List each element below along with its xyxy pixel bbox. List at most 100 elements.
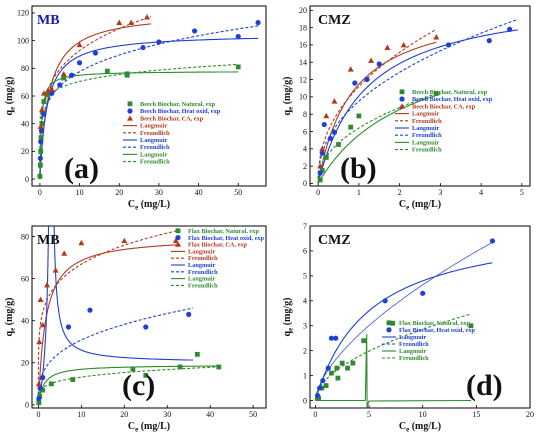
y-tick-label: 4	[303, 297, 307, 306]
data-point	[45, 92, 51, 98]
y-tick-label: 3	[303, 322, 307, 331]
data-point	[468, 323, 474, 329]
y-tick-label: 20	[21, 147, 29, 156]
legend-label: Flax Biochar, Natural, exp	[188, 228, 259, 235]
data-points	[37, 14, 261, 179]
freundlich-curve	[37, 229, 181, 405]
y-tick-label: 0	[303, 396, 307, 405]
legend-marker	[175, 235, 181, 241]
data-point	[323, 383, 329, 388]
x-axis-label: Ce (mg/L)	[128, 199, 170, 212]
data-point	[40, 90, 47, 96]
y-axis-label: qe (mg/g)	[282, 77, 295, 116]
freundlich-curve	[315, 242, 493, 401]
data-point	[41, 99, 47, 104]
y-tick-label: 40	[21, 316, 29, 325]
data-point	[69, 72, 75, 78]
data-point	[61, 75, 67, 81]
data-point	[44, 281, 51, 288]
data-point	[41, 111, 47, 117]
data-point	[39, 121, 45, 127]
x-tick-label: 20	[115, 188, 123, 197]
x-tick-label: 2	[398, 188, 402, 197]
legend-label: Freundlich	[188, 255, 218, 262]
data-point	[390, 320, 396, 326]
x-axis-label: Ce (mg/L)	[399, 199, 441, 212]
legend-label: Langmuir	[188, 248, 215, 255]
data-point	[350, 360, 356, 366]
legend-label: Langmuir	[412, 139, 439, 146]
data-point	[323, 112, 330, 119]
data-point	[177, 364, 183, 370]
data-point	[333, 335, 339, 341]
panel-letter: (c)	[122, 369, 155, 402]
legend-marker	[386, 327, 392, 333]
data-point	[347, 66, 354, 72]
data-point	[37, 155, 43, 161]
data-point	[38, 148, 44, 154]
data-point	[320, 377, 326, 384]
data-point	[76, 60, 83, 66]
data-point	[348, 124, 354, 130]
langmuir-curve	[37, 244, 181, 406]
data-point	[38, 128, 45, 134]
data-point	[60, 70, 67, 77]
data-point	[186, 311, 192, 317]
data-point	[486, 38, 492, 44]
data-point	[356, 113, 362, 119]
panel-badge: CMZ	[318, 233, 351, 248]
data-point	[130, 366, 136, 372]
data-point	[37, 296, 44, 303]
y-tick-label: 18	[299, 23, 307, 32]
data-point	[70, 377, 76, 382]
data-point	[128, 19, 135, 26]
data-point	[319, 150, 325, 156]
legend-label: Beech Biochar, Heat oxid, exp	[140, 108, 221, 115]
data-point	[92, 50, 99, 56]
legend-label: Beech Biochar, Natural, exp	[412, 89, 488, 96]
data-point	[319, 145, 326, 152]
x-tick-label: 40	[195, 188, 203, 197]
data-point	[400, 41, 407, 48]
data-point	[36, 395, 42, 402]
legend-label: Beech Biochar, Heat oxid, exp	[412, 96, 493, 103]
data-point	[40, 387, 46, 393]
data-point	[76, 41, 83, 48]
data-point	[336, 142, 341, 147]
langmuir-curve	[317, 29, 518, 184]
data-point	[334, 365, 340, 371]
langmuir-curve	[315, 334, 472, 408]
data-point	[507, 26, 513, 32]
data-point	[316, 395, 321, 401]
data-point	[235, 64, 241, 70]
y-tick-label: 20	[21, 359, 29, 368]
x-tick-label: 50	[249, 410, 257, 419]
data-point	[364, 76, 370, 83]
data-point	[48, 381, 54, 387]
data-point	[314, 392, 321, 399]
x-tick-label: 0	[36, 410, 40, 419]
legend-label: Langmuir	[140, 151, 167, 158]
y-tick-label: 0	[25, 401, 29, 410]
data-point	[140, 44, 146, 51]
data-point	[78, 239, 85, 246]
legend-label: Langmuir	[140, 137, 167, 144]
data-point	[194, 351, 200, 357]
panel-badge: MB	[37, 13, 60, 28]
y-tick-label: 60	[21, 274, 29, 283]
langmuir-curve	[37, 365, 219, 406]
data-point	[144, 14, 151, 20]
y-tick-label: 40	[21, 119, 29, 128]
y-tick-label: 10	[299, 93, 307, 102]
legend-label: Langmuir	[412, 111, 439, 118]
x-tick-label: 0	[316, 188, 320, 197]
data-point	[325, 365, 331, 371]
legend-label: Langmuir	[188, 276, 215, 283]
data-point	[37, 173, 43, 179]
x-tick-label: 0	[38, 188, 42, 197]
legend-label: Beech Biochar, Natural, exp	[140, 101, 216, 108]
data-point	[420, 290, 426, 296]
y-tick-label: 5	[303, 272, 307, 281]
freundlich-curve	[37, 366, 219, 405]
